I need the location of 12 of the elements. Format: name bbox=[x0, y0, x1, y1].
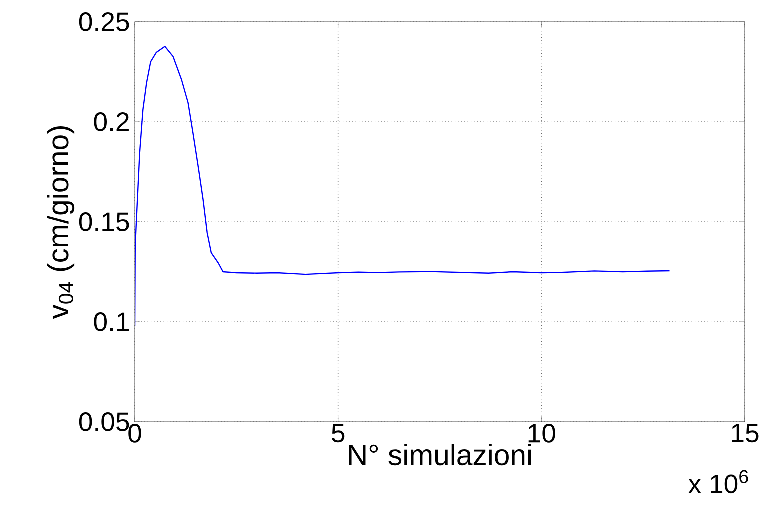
y-tick-label: 0.2 bbox=[94, 112, 129, 132]
x-tick-label: 5 bbox=[332, 424, 345, 443]
x-axis-title: N° simulazioni bbox=[349, 444, 532, 466]
y-tick-label: 0.1 bbox=[94, 312, 129, 332]
text: x 10$^{6}$ bbox=[688, 470, 748, 494]
y-tick-label: 0.15 bbox=[79, 212, 130, 232]
y-tick-label: 0.05 bbox=[79, 412, 130, 432]
x-tick-label: 0 bbox=[128, 424, 142, 443]
x-tick-label: 10 bbox=[528, 424, 556, 443]
y-axis-title: v$_{04}$ (cm/giorno) bbox=[47, 126, 75, 320]
y-tick-label: 0.25 bbox=[79, 12, 130, 32]
x-tick-label: 15 bbox=[732, 424, 759, 443]
